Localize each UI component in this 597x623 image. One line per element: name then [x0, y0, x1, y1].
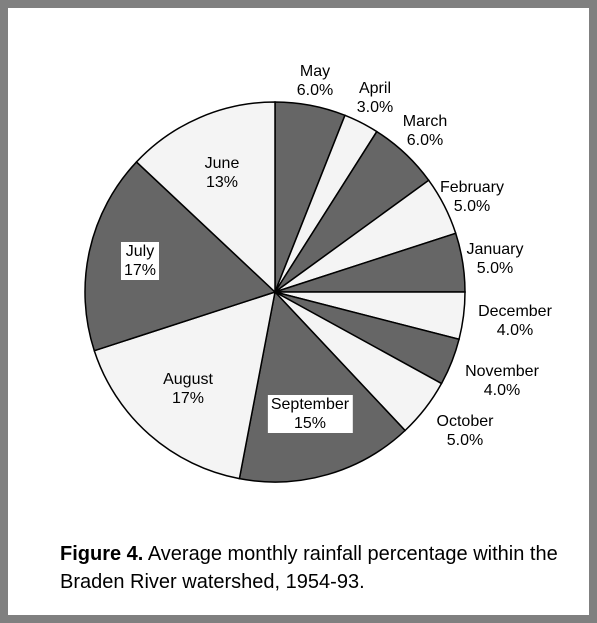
- pie-slice: [93, 290, 276, 480]
- value-label: 3.0%: [357, 99, 393, 116]
- value-label: 17%: [172, 390, 204, 407]
- pie-slice: [84, 160, 277, 352]
- caption: Figure 4. Average monthly rainfall perce…: [60, 540, 560, 596]
- slice-label: May 6.0%: [297, 63, 333, 99]
- value-label: 6.0%: [407, 132, 443, 149]
- value-label: 5.0%: [454, 198, 490, 215]
- category-label: February: [440, 179, 504, 196]
- category-label: November: [465, 363, 539, 380]
- pie-slice: [135, 101, 276, 294]
- value-label: 17%: [124, 262, 156, 279]
- value-label: 5.0%: [447, 432, 483, 449]
- value-label: 4.0%: [484, 382, 520, 399]
- slice-label-text: November 4.0%: [465, 363, 539, 399]
- category-label: October: [437, 413, 495, 430]
- caption-text: Average monthly rainfall percentage with…: [60, 543, 558, 593]
- slice-label: January 5.0%: [467, 241, 524, 277]
- slice-label: July 17%: [120, 242, 160, 280]
- slice-label: October 5.0%: [437, 413, 495, 449]
- slice-label-text: August 17%: [163, 371, 213, 407]
- category-label: September: [271, 396, 350, 413]
- slice-label-text: January 5.0%: [467, 241, 524, 277]
- value-label: 13%: [206, 174, 238, 191]
- category-label: January: [467, 241, 524, 258]
- value-label: 5.0%: [477, 260, 513, 277]
- label-box: [267, 395, 353, 433]
- category-label: April: [359, 80, 391, 97]
- value-label: 6.0%: [297, 82, 333, 99]
- slice-label-text: September 15%: [271, 396, 350, 432]
- slice-label-text: October 5.0%: [437, 413, 495, 449]
- slice-label-text: December 4.0%: [478, 303, 552, 339]
- value-label: 4.0%: [497, 322, 533, 339]
- slice-label-text: April 3.0%: [357, 80, 393, 116]
- label-box: [120, 242, 160, 280]
- value-label: 15%: [294, 415, 326, 432]
- slice-label: August 17%: [163, 371, 213, 407]
- pie-slice: [238, 290, 407, 483]
- slice-label: November 4.0%: [465, 363, 539, 399]
- category-label: June: [205, 155, 240, 172]
- caption-label: Figure 4.: [60, 543, 144, 565]
- chart: May 6.0% April 3.0%March 6.0%February 5.0%Jan…: [84, 63, 553, 483]
- slice-label-text: May 6.0%: [297, 63, 333, 99]
- slice-label: February 5.0%: [440, 179, 504, 215]
- slice-label-text: July 17%: [124, 243, 156, 279]
- slice-label-text: March 6.0%: [403, 113, 447, 149]
- slice-label-text: February 5.0%: [440, 179, 504, 215]
- slice-label: September 15%: [267, 395, 353, 433]
- slice-label: December 4.0%: [478, 303, 552, 339]
- category-label: May: [300, 63, 330, 80]
- slice-label: April 3.0%: [357, 80, 393, 116]
- slice-label-text: June 13%: [205, 155, 240, 191]
- category-label: March: [403, 113, 447, 130]
- slice-label: March 6.0%: [403, 113, 447, 149]
- category-label: July: [126, 243, 154, 260]
- slice-label: June 13%: [205, 155, 240, 191]
- category-label: December: [478, 303, 552, 320]
- category-label: August: [163, 371, 213, 388]
